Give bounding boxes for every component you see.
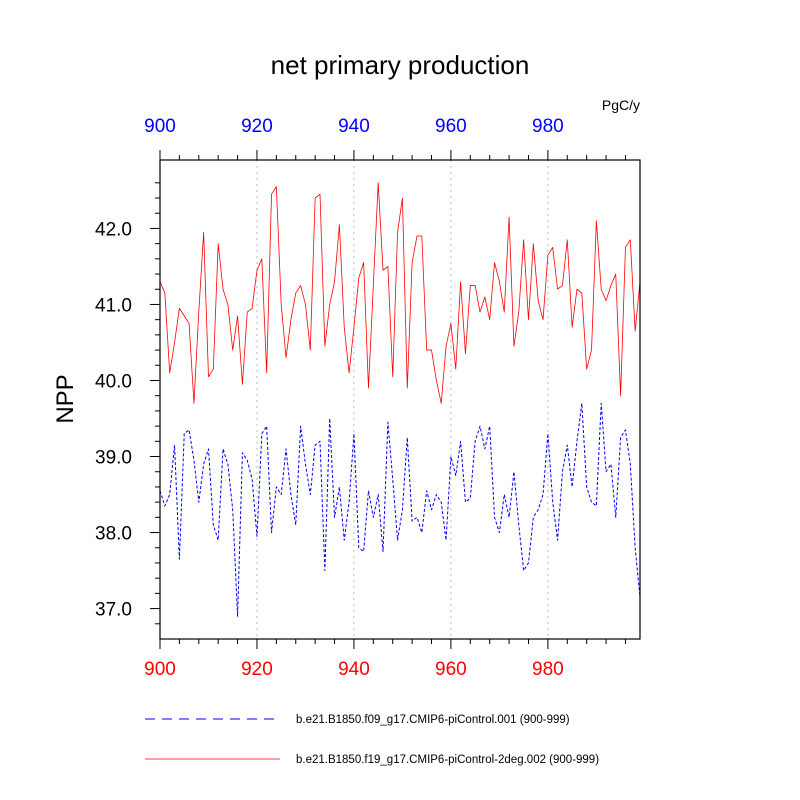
x-tick-label-bottom-960: 960 [435,659,467,680]
y-tick-label-41.0: 41.0 [95,295,132,316]
legend-label-red: b.e21.B1850.f19_g17.CMIP6-piControl-2deg… [296,754,599,766]
x-tick-label-top-900: 900 [144,116,176,137]
x-tick-label-bottom-980: 980 [532,659,564,680]
x-tick-label-top-980: 980 [532,116,564,137]
x-tick-label-top-960: 960 [435,116,467,137]
legend: b.e21.B1850.f09_g17.CMIP6-piControl.001 … [145,714,599,766]
x-tick-label-bottom-900: 900 [144,659,176,680]
x-tick-label-bottom-940: 940 [338,659,370,680]
y-tick-label-38.0: 38.0 [95,524,132,545]
series-layer [159,182,641,617]
legend-label-blue: b.e21.B1850.f09_g17.CMIP6-piControl.001 … [296,714,570,726]
y-tick-label-39.0: 39.0 [95,448,132,469]
x-tick-label-bottom-920: 920 [241,659,273,680]
plot-frame [159,159,641,640]
grid-lines [256,160,549,639]
series-line-blue [159,402,641,617]
x-tick-label-top-920: 920 [241,116,273,137]
y-tick-label-37.0: 37.0 [95,600,132,621]
units-label: PgC/y [602,97,640,113]
y-tick-label-40.0: 40.0 [95,371,132,392]
y-tick-label-42.0: 42.0 [95,219,132,240]
series-line-red [159,182,641,404]
x-tick-label-top-940: 940 [338,116,370,137]
axes: 900 900 920 920 940 940 960 960 980 980 37.0 38.0 39… [95,116,626,680]
chart-title: net primary production [271,50,530,80]
y-axis-label: NPP [52,374,79,423]
